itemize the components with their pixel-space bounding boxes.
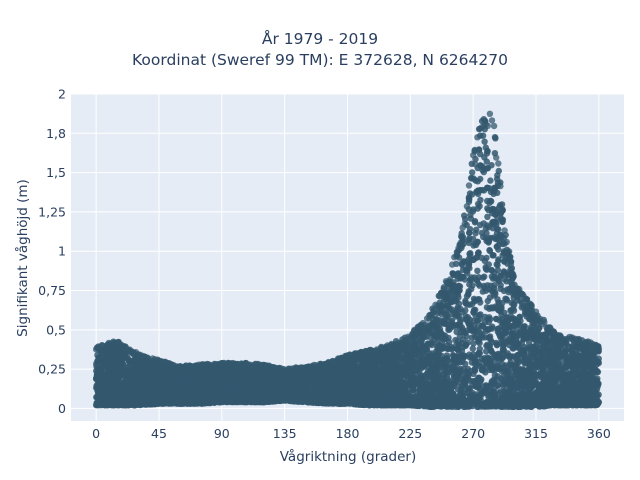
data-point [493, 261, 500, 268]
data-point [474, 267, 481, 274]
data-point [469, 169, 476, 176]
data-point [479, 132, 487, 139]
data-point [481, 313, 489, 321]
data-point [484, 213, 491, 220]
data-points [92, 110, 603, 411]
data-point [458, 230, 465, 237]
data-point [470, 340, 477, 347]
data-point [463, 315, 470, 323]
data-point [495, 167, 502, 175]
data-point [473, 226, 480, 233]
chart-title-line1: År 1979 - 2019 [261, 30, 379, 48]
data-point [125, 357, 132, 364]
data-point [469, 345, 476, 352]
chart-title-line2: Koordinat (Sweref 99 TM): E 372628, N 62… [132, 51, 508, 69]
